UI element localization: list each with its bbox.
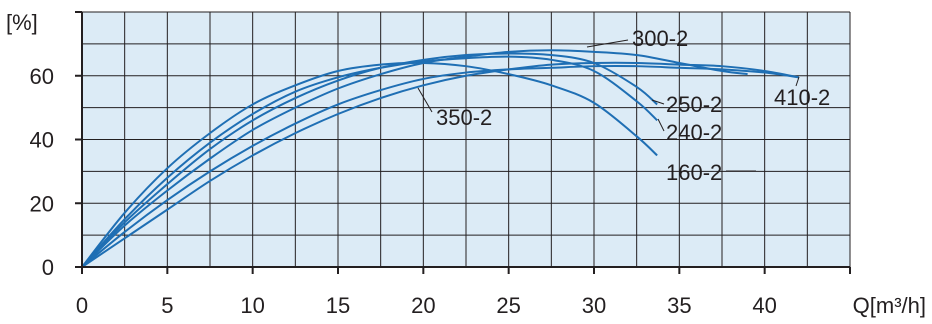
axes	[75, 11, 851, 274]
curve-label-350-2: 350-2	[436, 105, 492, 130]
x-tick-label: 15	[326, 293, 350, 318]
leader-line-240-2	[657, 118, 665, 132]
series-line-410-2	[81, 61, 799, 268]
series-line-160-2	[81, 61, 658, 268]
series-lines	[81, 49, 799, 268]
y-tick-label: 40	[30, 128, 54, 153]
y-axis-label: [%]	[6, 10, 38, 35]
y-tick-label: 20	[30, 191, 54, 216]
leader-line-300-2	[586, 39, 629, 48]
leader-line-350-2	[417, 87, 433, 113]
curve-label-250-2: 250-2	[666, 92, 722, 117]
leader-line-410-2	[795, 76, 800, 87]
curve-label-240-2: 240-2	[666, 120, 722, 145]
curve-label-160-2: 160-2	[666, 160, 722, 185]
series-line-350-2	[81, 64, 799, 268]
y-tick-label: 0	[42, 255, 54, 280]
x-tick-label: 10	[240, 293, 264, 318]
y-tick-label: 60	[30, 64, 54, 89]
x-tick-label: 40	[752, 293, 776, 318]
series-line-250-2	[81, 52, 658, 268]
curve-label-410-2: 410-2	[774, 85, 830, 110]
series-line-300-2	[81, 49, 748, 268]
x-axis-label: Q[m³/h]	[853, 293, 926, 318]
curve-label-300-2: 300-2	[632, 26, 688, 51]
leader-line-250-2	[651, 99, 665, 105]
x-tick-label: 5	[161, 293, 173, 318]
curve-annotations: 300-2 350-2 250-2 240-2 160-2 410-2	[417, 26, 830, 185]
x-tick-label: 25	[496, 293, 520, 318]
x-tick-label: 20	[411, 293, 435, 318]
tick-labels: 0 5 10 15 20 25 30 35 40 0 20 40 60	[30, 64, 777, 318]
x-tick-label: 35	[667, 293, 691, 318]
x-tick-label: 30	[582, 293, 606, 318]
x-tick-label: 0	[76, 293, 88, 318]
